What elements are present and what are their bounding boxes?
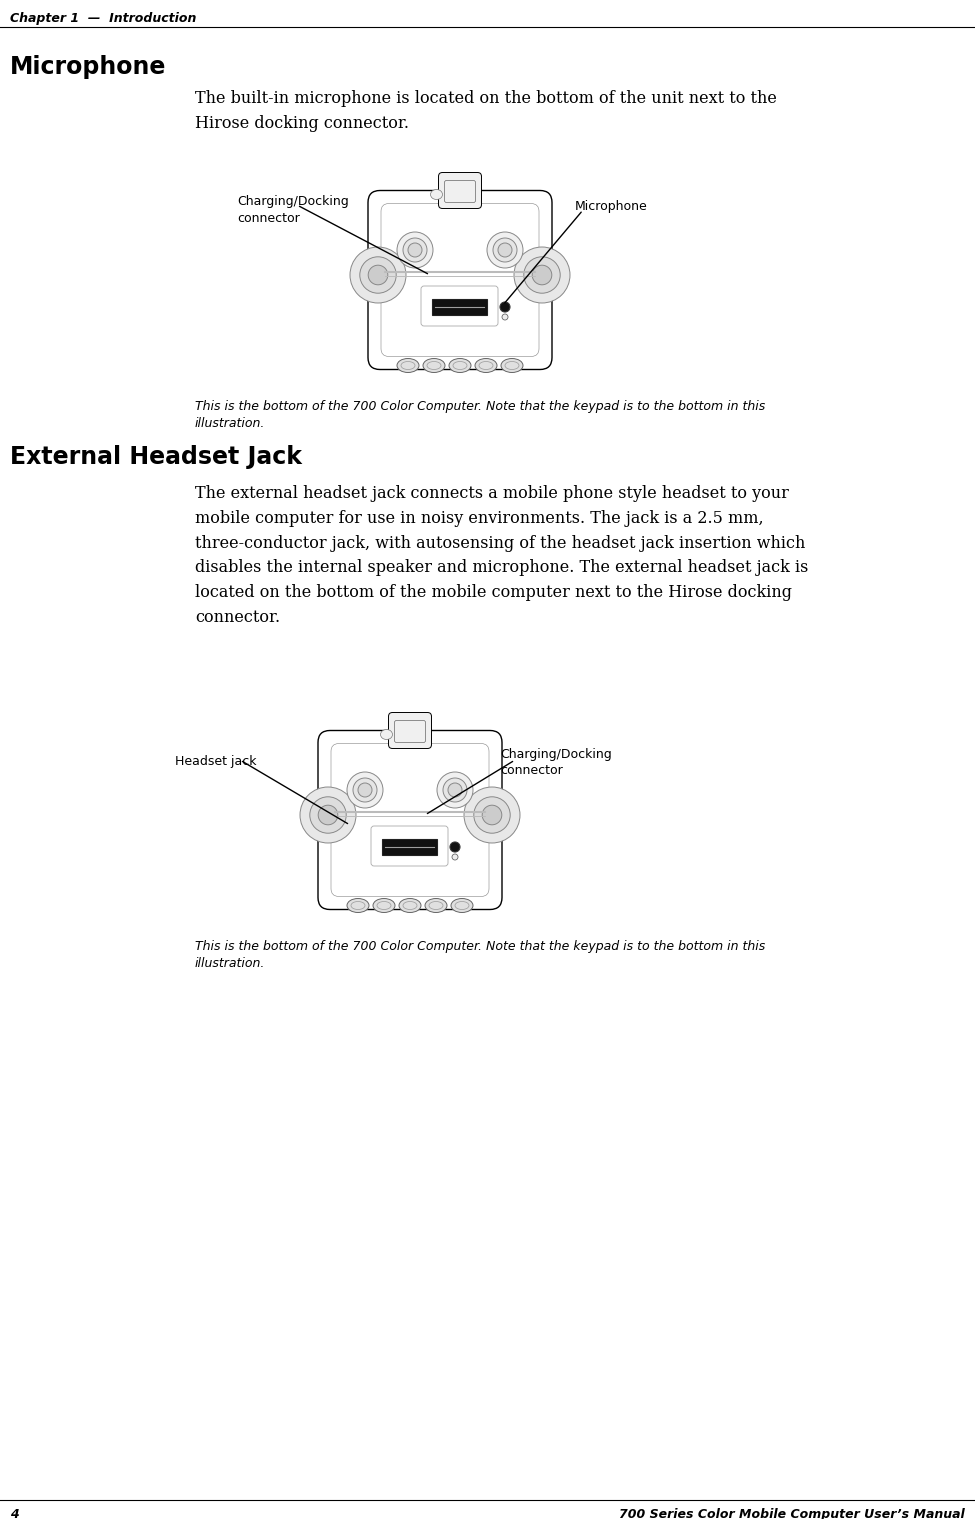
Circle shape [483, 805, 502, 825]
Ellipse shape [475, 358, 497, 372]
Circle shape [437, 772, 473, 808]
Circle shape [452, 854, 458, 860]
FancyBboxPatch shape [445, 181, 476, 202]
Circle shape [464, 787, 520, 843]
Ellipse shape [397, 358, 419, 372]
Text: External Headset Jack: External Headset Jack [10, 445, 302, 469]
Circle shape [369, 266, 388, 284]
Circle shape [450, 842, 460, 852]
Circle shape [403, 238, 427, 261]
Text: Microphone: Microphone [575, 201, 647, 213]
Ellipse shape [380, 729, 393, 740]
Circle shape [532, 266, 552, 284]
Ellipse shape [449, 358, 471, 372]
Text: Charging/Docking
connector: Charging/Docking connector [500, 747, 611, 778]
Ellipse shape [425, 899, 447, 913]
Text: The external headset jack connects a mobile phone style headset to your
mobile c: The external headset jack connects a mob… [195, 485, 808, 626]
Circle shape [347, 772, 383, 808]
Circle shape [300, 787, 356, 843]
Ellipse shape [451, 899, 473, 913]
Text: Chapter 1  —  Introduction: Chapter 1 — Introduction [10, 12, 196, 24]
FancyBboxPatch shape [318, 731, 502, 910]
Text: This is the bottom of the 700 Color Computer. Note that the keypad is to the bot: This is the bottom of the 700 Color Comp… [195, 399, 765, 430]
Text: 700 Series Color Mobile Computer User’s Manual: 700 Series Color Mobile Computer User’s … [619, 1508, 965, 1519]
Circle shape [310, 797, 346, 834]
Ellipse shape [347, 899, 369, 913]
FancyBboxPatch shape [432, 299, 487, 314]
FancyBboxPatch shape [382, 838, 437, 855]
Ellipse shape [373, 899, 395, 913]
Text: Microphone: Microphone [10, 55, 167, 79]
Ellipse shape [501, 358, 523, 372]
Circle shape [350, 248, 406, 302]
Ellipse shape [431, 190, 443, 199]
Circle shape [408, 243, 422, 257]
Circle shape [487, 232, 523, 267]
Text: 4: 4 [10, 1508, 19, 1519]
Circle shape [498, 243, 512, 257]
Circle shape [353, 778, 377, 802]
Text: The built-in microphone is located on the bottom of the unit next to the
Hirose : The built-in microphone is located on th… [195, 90, 777, 132]
Text: This is the bottom of the 700 Color Computer. Note that the keypad is to the bot: This is the bottom of the 700 Color Comp… [195, 940, 765, 971]
Circle shape [493, 238, 517, 261]
Circle shape [524, 257, 561, 293]
FancyBboxPatch shape [388, 712, 432, 749]
Circle shape [318, 805, 337, 825]
Circle shape [397, 232, 433, 267]
Circle shape [443, 778, 467, 802]
Circle shape [358, 782, 372, 797]
Circle shape [448, 782, 462, 797]
Text: Charging/Docking
connector: Charging/Docking connector [237, 194, 349, 225]
Circle shape [500, 302, 510, 311]
Circle shape [474, 797, 510, 834]
FancyBboxPatch shape [368, 190, 552, 369]
Circle shape [502, 314, 508, 321]
Text: Headset jack: Headset jack [175, 755, 256, 769]
Ellipse shape [423, 358, 445, 372]
Circle shape [514, 248, 570, 302]
Circle shape [360, 257, 396, 293]
FancyBboxPatch shape [439, 173, 482, 208]
FancyBboxPatch shape [395, 720, 425, 743]
Ellipse shape [399, 899, 421, 913]
